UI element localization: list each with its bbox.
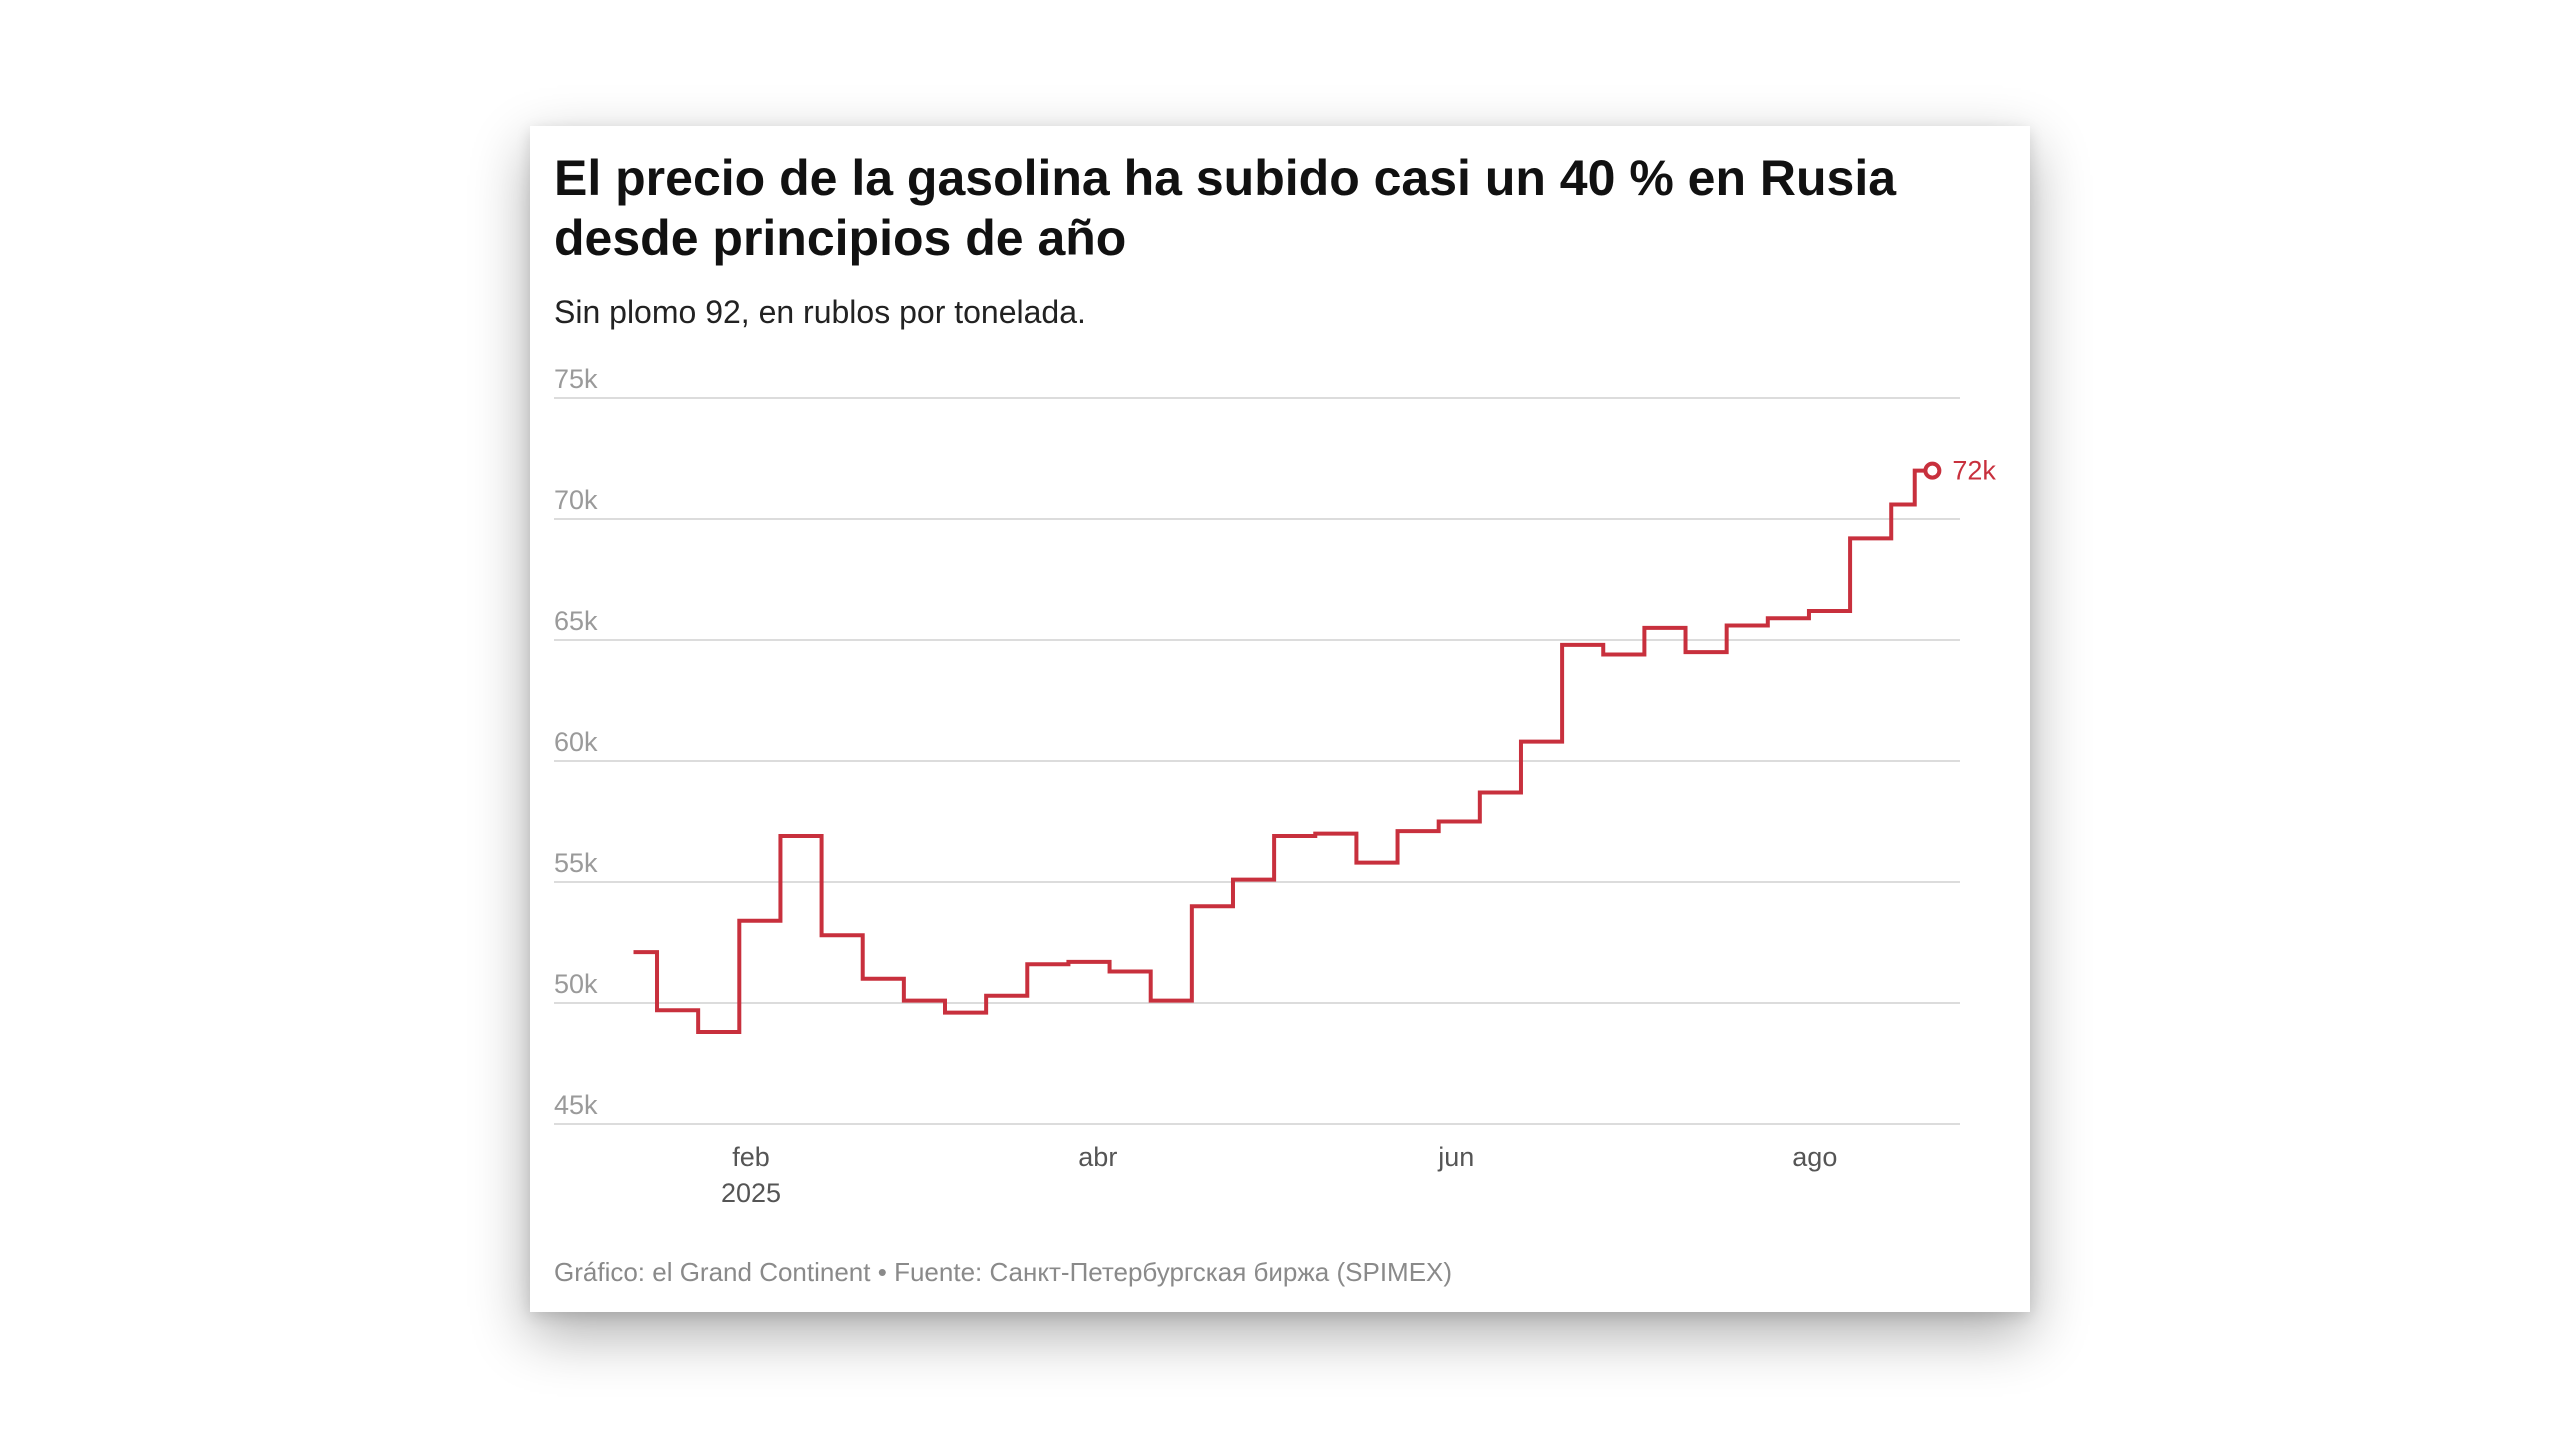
x-tick-label: abr bbox=[1078, 1142, 1117, 1172]
chart-title: El precio de la gasolina ha subido casi … bbox=[554, 150, 1897, 266]
source-credit: Fuente: Санкт-Петербургская биржа (SPIME… bbox=[894, 1257, 1453, 1287]
chart-subtitle: Sin plomo 92, en rublos por tonelada. bbox=[554, 294, 1086, 330]
price-step-line bbox=[633, 468, 1933, 1035]
y-tick-label: 55k bbox=[554, 848, 598, 878]
line-chart: 45k 50k 55k 60k 65k 70k 75k feb 2025 abr jun ago 72k bbox=[554, 364, 1996, 1208]
y-tick-label: 60k bbox=[554, 727, 598, 757]
x-tick-label: feb bbox=[732, 1142, 770, 1172]
x-tick-label: jun bbox=[1437, 1142, 1474, 1172]
end-value-label: 72k bbox=[1952, 456, 1996, 486]
y-tick-label: 45k bbox=[554, 1090, 598, 1120]
chart-footer: Gráfico: el Grand Continent • Fuente: Са… bbox=[554, 1256, 1452, 1288]
y-tick-label: 75k bbox=[554, 364, 598, 394]
y-tick-label: 50k bbox=[554, 969, 598, 999]
x-tick-label: ago bbox=[1792, 1142, 1837, 1172]
x-tick-sublabel: 2025 bbox=[721, 1178, 781, 1208]
footer-separator: • bbox=[877, 1257, 887, 1287]
end-point-marker bbox=[1923, 461, 1942, 480]
chart-card: El precio de la gasolina ha subido casi … bbox=[530, 126, 2030, 1312]
y-tick-label: 65k bbox=[554, 606, 598, 636]
y-tick-label: 70k bbox=[554, 485, 598, 515]
graphic-credit: Gráfico: el Grand Continent bbox=[554, 1257, 871, 1287]
